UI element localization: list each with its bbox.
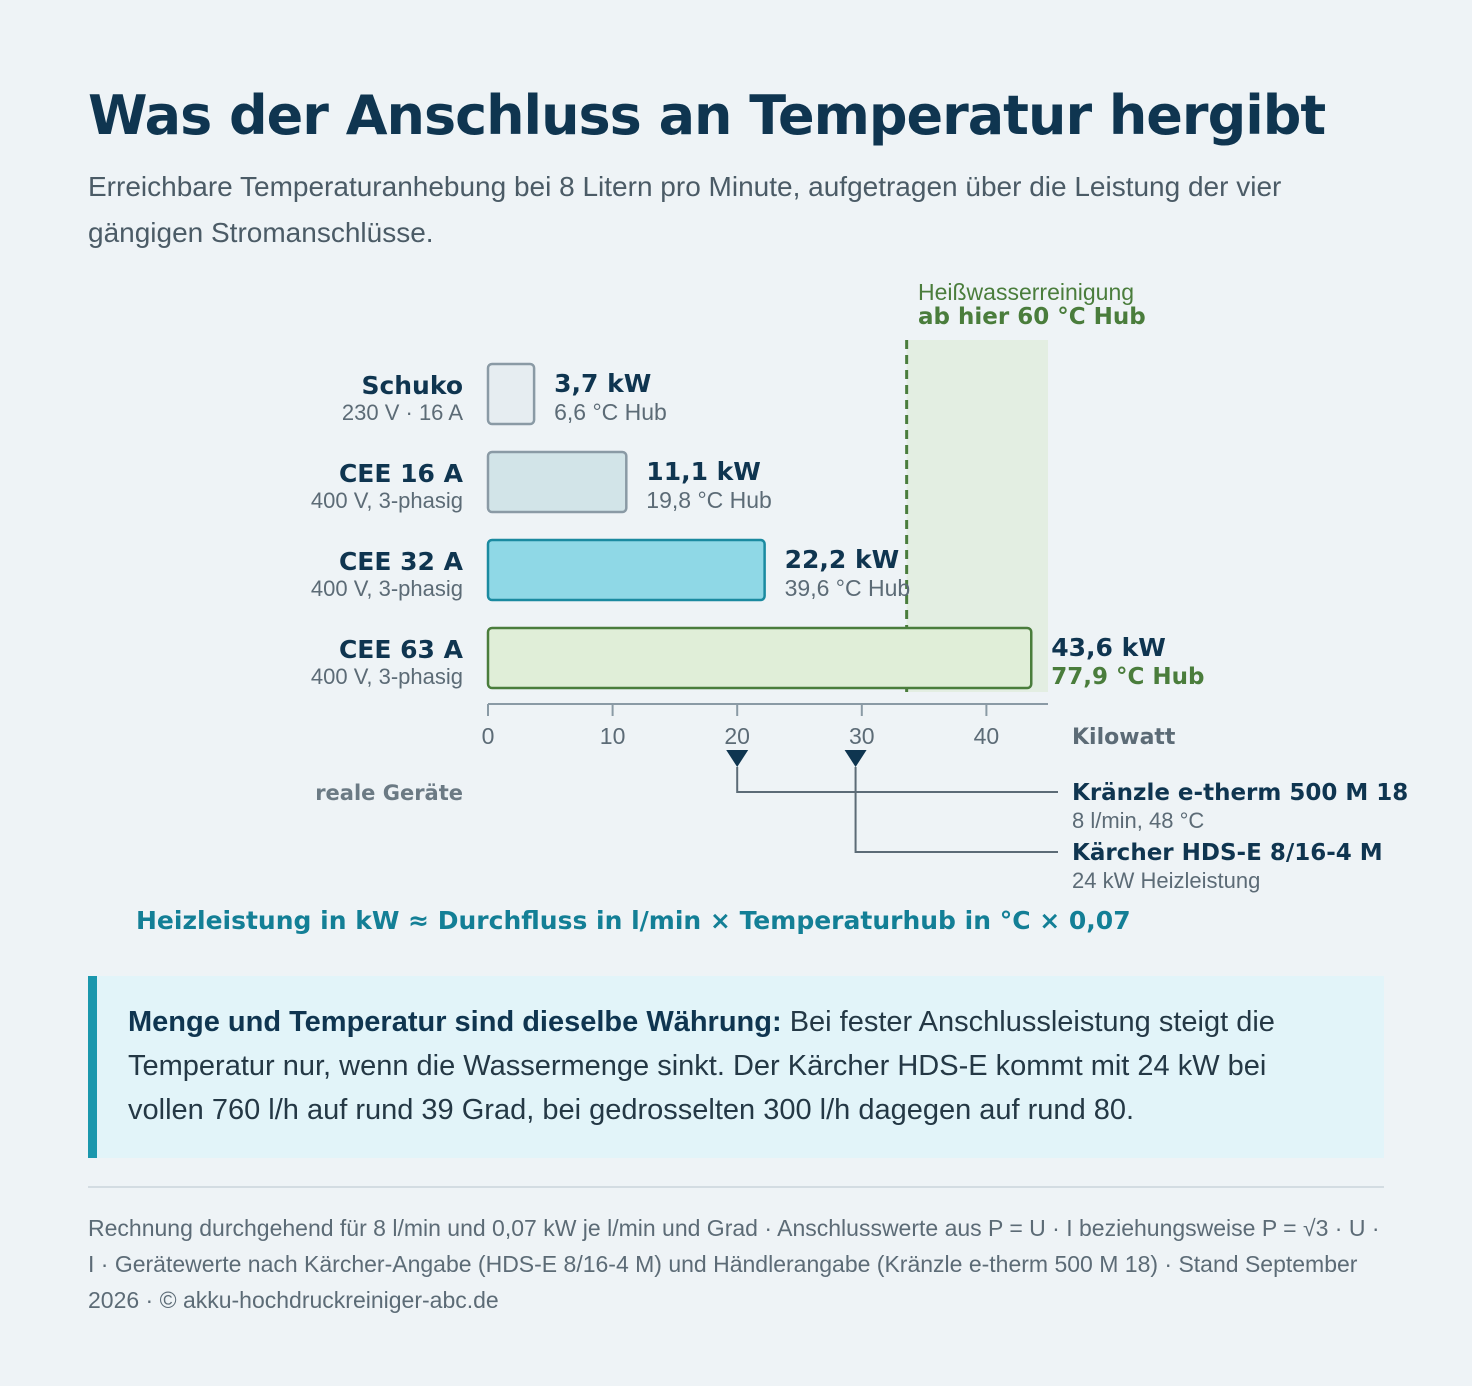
x-tick-label-0: 0 — [482, 723, 495, 749]
callout-box: Menge und Temperatur sind dieselbe Währu… — [88, 976, 1384, 1158]
x-tick-label-40: 40 — [974, 723, 1000, 749]
threshold-label-top: Heißwasserreinigung — [918, 279, 1134, 305]
value-label-2: 11,1 kW — [646, 457, 761, 486]
category-sublabel-1: 230 V · 16 A — [342, 400, 463, 425]
category-label-3: CEE 32 A — [339, 547, 464, 576]
device-marker-2 — [844, 750, 867, 767]
footnote: Rechnung durchgehend für 8 l/min und 0,0… — [88, 1215, 1380, 1313]
hub-label-3: 39,6 °C Hub — [785, 575, 911, 601]
divider — [88, 1186, 1384, 1188]
category-label-1: Schuko — [361, 371, 463, 400]
value-label-4: 43,6 kW — [1051, 633, 1166, 662]
category-label-4: CEE 63 A — [339, 635, 464, 664]
bar-4 — [486, 626, 1033, 690]
device-name-1: Kränzle e-therm 500 M 18 — [1072, 780, 1408, 806]
callout-bold: Menge und Temperatur sind dieselbe Währu… — [128, 1006, 782, 1038]
x-axis-label: Kilowatt — [1072, 725, 1176, 750]
value-label-1: 3,7 kW — [554, 369, 651, 398]
category-label-2: CEE 16 A — [339, 459, 464, 488]
callout-text: Bei fester Anschlussleistung steigt die … — [128, 1006, 1275, 1126]
hub-label-1: 6,6 °C Hub — [554, 399, 667, 425]
hub-label-4: 77,9 °C Hub — [1051, 664, 1204, 690]
real-devices-label: reale Geräte — [315, 781, 463, 805]
device-detail-1: 8 l/min, 48 °C — [1072, 808, 1204, 833]
category-sublabel-4: 400 V, 3-phasig — [311, 664, 463, 689]
category-sublabel-2: 400 V, 3-phasig — [311, 488, 463, 513]
threshold-label-bottom: ab hier 60 °C Hub — [918, 304, 1146, 330]
bar-2 — [486, 450, 628, 514]
page-subtitle: Erreichbare Temperaturanhebung bei 8 Lit… — [88, 171, 1282, 248]
x-tick-label-20: 20 — [724, 723, 750, 749]
x-tick-label-30: 30 — [849, 723, 875, 749]
device-leader-2 — [854, 767, 1058, 853]
device-detail-2: 24 kW Heizleistung — [1072, 868, 1260, 893]
hub-label-2: 19,8 °C Hub — [646, 487, 772, 513]
device-marker-1 — [726, 750, 749, 767]
formula: Heizleistung in kW ≈ Durchfluss in l/min… — [136, 906, 1131, 935]
device-name-2: Kärcher HDS-E 8/16-4 M — [1072, 840, 1383, 866]
bar-1 — [486, 362, 536, 426]
page-title: Was der Anschluss an Temperatur hergibt — [88, 84, 1326, 147]
value-label-3: 22,2 kW — [785, 545, 900, 574]
device-leader-1 — [736, 767, 1058, 793]
x-tick-label-10: 10 — [600, 723, 626, 749]
category-sublabel-3: 400 V, 3-phasig — [311, 576, 463, 601]
bar-3 — [486, 538, 766, 602]
